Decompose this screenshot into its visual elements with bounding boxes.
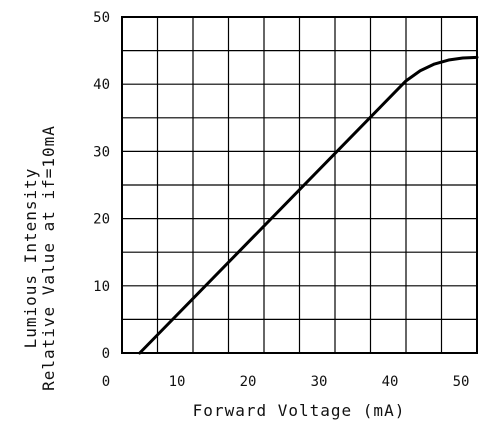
x-tick-label-0: 0: [102, 374, 110, 390]
x-tick-label-50: 50: [453, 374, 470, 390]
y-tick-labels: 0 10 20 30 40 50: [93, 10, 110, 362]
y-axis-title-line-1: Lumious Intensity: [21, 168, 40, 349]
x-tick-labels: 0 10 20 30 40 50: [102, 374, 470, 390]
y-tick-label-30: 30: [93, 144, 110, 160]
plot-border: [121, 16, 478, 354]
x-tick-label-20: 20: [240, 374, 257, 390]
plot-frame: [121, 16, 478, 354]
x-tick-label-40: 40: [382, 374, 399, 390]
y-tick-label-10: 10: [93, 279, 110, 295]
series-line-0: [138, 55, 479, 355]
y-tick-label-0: 0: [102, 346, 110, 362]
x-axis-title: Forward Voltage (mA): [193, 401, 406, 420]
x-tick-label-10: 10: [169, 374, 186, 390]
y-tick-label-50: 50: [93, 10, 110, 26]
y-axis-title-line-2: Relative Value at if=10mA: [39, 125, 58, 391]
x-tick-label-30: 30: [311, 374, 328, 390]
series-layer: [138, 55, 479, 355]
y-tick-label-20: 20: [93, 212, 110, 228]
y-tick-label-40: 40: [93, 77, 110, 93]
grid: [122, 17, 477, 353]
